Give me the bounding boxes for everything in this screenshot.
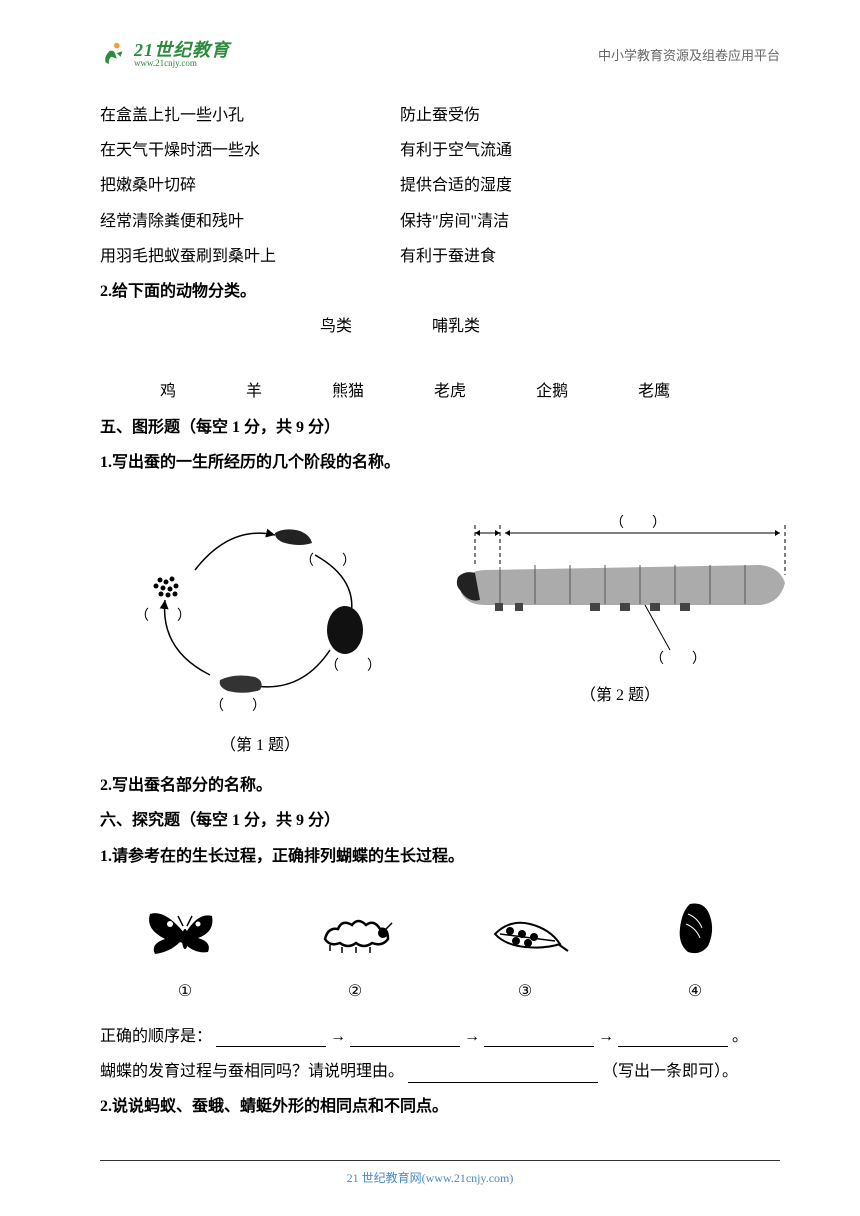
svg-text:（ ）: （ ） bbox=[300, 553, 356, 569]
animal-header: 哺乳类 bbox=[432, 309, 480, 344]
butterfly-row bbox=[100, 889, 780, 969]
section-6-title: 六、探究题（每空 1 分，共 9 分） bbox=[100, 803, 780, 838]
blank-field[interactable] bbox=[408, 1063, 598, 1083]
animal-item: 熊猫 bbox=[332, 374, 364, 409]
lifecycle-diagram-icon: （ ） （ ） （ ） （ ） bbox=[100, 485, 420, 715]
figure-1: （ ） （ ） （ ） （ ） （第 1 题） bbox=[100, 485, 420, 763]
silkworm-diagram-icon: （ ） （ ） bbox=[450, 515, 790, 665]
svg-text:（ ）: （ ） bbox=[325, 658, 381, 674]
sequence-prefix: 正确的顺序是： bbox=[100, 1028, 212, 1045]
period: 。 bbox=[732, 1028, 748, 1045]
pair-row: 在天气干燥时洒一些水 有利于空气流通 bbox=[100, 133, 780, 168]
pair-left: 经常清除粪便和残叶 bbox=[100, 204, 400, 239]
animal-headers: 鸟类 哺乳类 bbox=[100, 309, 780, 344]
question-6-2: 2.说说蚂蚁、蚕蛾、蜻蜓外形的相同点和不同点。 bbox=[100, 1089, 780, 1124]
butterfly-stage-3 bbox=[465, 889, 585, 969]
pair-right: 有利于空气流通 bbox=[400, 133, 700, 168]
butterfly-labels: ① ② ③ ④ bbox=[100, 974, 780, 1009]
logo-runner-icon bbox=[100, 40, 128, 68]
animal-row: 鸡 羊 熊猫 老虎 企鹅 老鹰 bbox=[100, 374, 780, 409]
question-2-title: 2.给下面的动物分类。 bbox=[100, 274, 780, 309]
blank-field[interactable] bbox=[216, 1027, 326, 1047]
section-5-title: 五、图形题（每空 1 分，共 9 分） bbox=[100, 410, 780, 445]
question-5-1: 1.写出蚕的一生所经历的几个阶段的名称。 bbox=[100, 445, 780, 480]
animal-item: 老鹰 bbox=[638, 374, 670, 409]
blank-field[interactable] bbox=[618, 1027, 728, 1047]
butterfly-stage-1 bbox=[125, 889, 245, 969]
q6-1b-suffix: （写出一条即可）。 bbox=[602, 1063, 738, 1080]
header-right-text: 中小学教育资源及组卷应用平台 bbox=[598, 45, 780, 64]
butterfly-label: ② bbox=[295, 974, 415, 1009]
q6-1b-prefix: 蝴蝶的发育过程与蚕相同吗？请说明理由。 bbox=[100, 1063, 404, 1080]
svg-text:（ ）: （ ） bbox=[135, 608, 191, 624]
arrow: → bbox=[598, 1028, 614, 1045]
blank-field[interactable] bbox=[350, 1027, 460, 1047]
animal-item: 老虎 bbox=[434, 374, 466, 409]
logo-sub-text: www.21cnjy.com bbox=[134, 59, 230, 68]
pair-left: 在盒盖上扎一些小孔 bbox=[100, 98, 400, 133]
sequence-line: 正确的顺序是： → → → 。 bbox=[100, 1019, 780, 1054]
svg-text:（ ）: （ ） bbox=[650, 651, 706, 665]
arrow: → bbox=[464, 1028, 480, 1045]
pair-row: 用羽毛把蚁蚕刷到桑叶上 有利于蚕进食 bbox=[100, 239, 780, 274]
butterfly-stage-4 bbox=[635, 889, 755, 969]
caterpillar-icon bbox=[310, 899, 400, 959]
logo-text: 21世纪教育 www.21cnjy.com bbox=[134, 41, 230, 68]
question-6-1: 1.请参考在的生长过程，正确排列蝴蝶的生长过程。 bbox=[100, 839, 780, 874]
pair-right: 提供合适的湿度 bbox=[400, 168, 700, 203]
animal-item: 羊 bbox=[246, 374, 262, 409]
eggs-leaf-icon bbox=[480, 899, 570, 959]
question-5-2: 2.写出蚕名部分的名称。 bbox=[100, 768, 780, 803]
figure-container: （ ） （ ） （ ） （ ） （第 1 题） bbox=[100, 485, 780, 763]
pair-left: 用羽毛把蚁蚕刷到桑叶上 bbox=[100, 239, 400, 274]
pair-left: 把嫩桑叶切碎 bbox=[100, 168, 400, 203]
butterfly-label: ④ bbox=[635, 974, 755, 1009]
pair-right: 防止蚕受伤 bbox=[400, 98, 700, 133]
page-footer: 21 世纪教育网(www.21cnjy.com) bbox=[0, 1169, 860, 1186]
figure-1-caption: （第 1 题） bbox=[100, 728, 420, 763]
page-header: 21世纪教育 www.21cnjy.com 中小学教育资源及组卷应用平台 bbox=[100, 40, 780, 68]
pair-right: 有利于蚕进食 bbox=[400, 239, 700, 274]
question-6-1b: 蝴蝶的发育过程与蚕相同吗？请说明理由。 （写出一条即可）。 bbox=[100, 1054, 780, 1089]
pair-left: 在天气干燥时洒一些水 bbox=[100, 133, 400, 168]
footer-divider bbox=[100, 1160, 780, 1161]
butterfly-label: ③ bbox=[465, 974, 585, 1009]
butterfly-icon bbox=[140, 894, 230, 964]
butterfly-stage-2 bbox=[295, 889, 415, 969]
pair-row: 经常清除粪便和残叶 保持"房间"清洁 bbox=[100, 204, 780, 239]
animal-item: 企鹅 bbox=[536, 374, 568, 409]
svg-text:（ ）: （ ） bbox=[210, 698, 266, 714]
animal-item: 鸡 bbox=[160, 374, 176, 409]
svg-text:（ ）: （ ） bbox=[610, 515, 666, 531]
butterfly-label: ① bbox=[125, 974, 245, 1009]
figure-2-caption: （第 2 题） bbox=[450, 678, 790, 713]
pair-right: 保持"房间"清洁 bbox=[400, 204, 700, 239]
blank-field[interactable] bbox=[484, 1027, 594, 1047]
logo-main-text: 21世纪教育 bbox=[134, 41, 230, 59]
animal-header: 鸟类 bbox=[320, 309, 352, 344]
pair-row: 把嫩桑叶切碎 提供合适的湿度 bbox=[100, 168, 780, 203]
figure-2: （ ） （ ） （第 2 题） bbox=[450, 485, 790, 763]
content: 在盒盖上扎一些小孔 防止蚕受伤 在天气干燥时洒一些水 有利于空气流通 把嫩桑叶切… bbox=[100, 98, 780, 1125]
arrow: → bbox=[330, 1028, 346, 1045]
logo: 21世纪教育 www.21cnjy.com bbox=[100, 40, 230, 68]
pupa-icon bbox=[660, 896, 730, 961]
pair-row: 在盒盖上扎一些小孔 防止蚕受伤 bbox=[100, 98, 780, 133]
